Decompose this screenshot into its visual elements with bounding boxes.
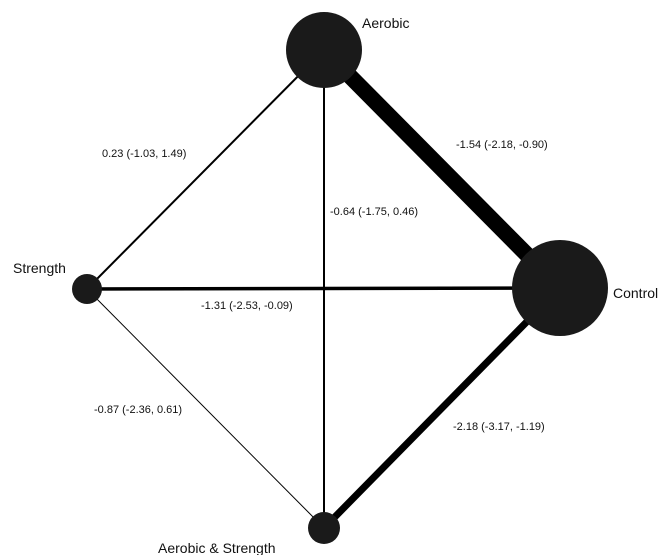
edge-aerobic-strength [86, 49, 325, 290]
edge-aerobicstrength-control [321, 285, 563, 531]
node-label-aerobic-strength: Aerobic & Strength [158, 540, 276, 555]
edge-label-strength-aerobicstrength: -0.87 (-2.36, 0.61) [94, 404, 182, 416]
edge-label-aerobic-aerobicstrength: -0.64 (-1.75, 0.46) [330, 206, 418, 218]
edge-label-strength-control: -1.31 (-2.53, -0.09) [201, 300, 293, 312]
node-label-control: Control [613, 285, 658, 301]
node-label-strength: Strength [13, 260, 66, 276]
edge-label-aerobicstrength-control: -2.18 (-3.17, -1.19) [453, 421, 545, 433]
edge-strength-control [86, 286, 561, 291]
node-label-aerobic: Aerobic [362, 15, 409, 31]
node-aerobic [286, 12, 362, 88]
node-aerobic-strength [308, 512, 340, 544]
edge-label-aerobic-strength: 0.23 (-1.03, 1.49) [102, 148, 186, 160]
edge-strength-aerobicstrength [86, 288, 325, 529]
node-strength [72, 274, 102, 304]
node-control [512, 240, 608, 336]
edge-label-aerobic-control: -1.54 (-2.18, -0.90) [456, 139, 548, 151]
edge-aerobic-control [318, 44, 566, 294]
